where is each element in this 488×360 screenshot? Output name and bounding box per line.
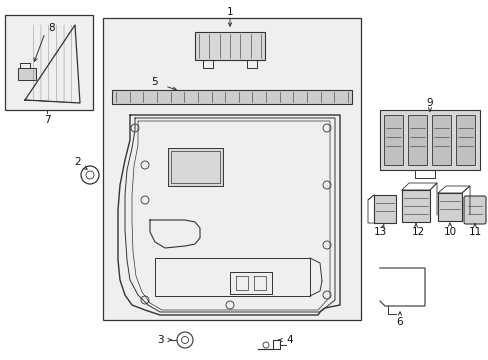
Bar [18, 68, 36, 80]
Bar [229, 272, 271, 294]
Text: 11: 11 [468, 227, 481, 237]
Bar [401, 190, 429, 222]
FancyBboxPatch shape [463, 196, 485, 224]
Bar [155, 258, 309, 296]
Bar [5, 15, 93, 110]
Text: 4: 4 [286, 335, 293, 345]
Bar [455, 115, 474, 165]
Bar [195, 32, 264, 60]
Bar [431, 115, 450, 165]
Bar [168, 148, 223, 186]
Bar [437, 193, 461, 221]
Text: 5: 5 [151, 77, 158, 87]
Text: 3: 3 [156, 335, 163, 345]
Bar [171, 151, 220, 183]
Bar [112, 90, 351, 104]
Text: 6: 6 [396, 317, 403, 327]
Text: 1: 1 [226, 7, 233, 17]
Text: 12: 12 [410, 227, 424, 237]
Text: 2: 2 [75, 157, 81, 167]
Text: 10: 10 [443, 227, 456, 237]
Text: 9: 9 [426, 98, 432, 108]
Text: 7: 7 [43, 115, 50, 125]
Bar [103, 18, 360, 320]
Bar [407, 115, 426, 165]
Bar [383, 115, 402, 165]
Text: 13: 13 [373, 227, 386, 237]
Bar [379, 110, 479, 170]
Bar [373, 195, 395, 223]
Text: 8: 8 [49, 23, 55, 33]
